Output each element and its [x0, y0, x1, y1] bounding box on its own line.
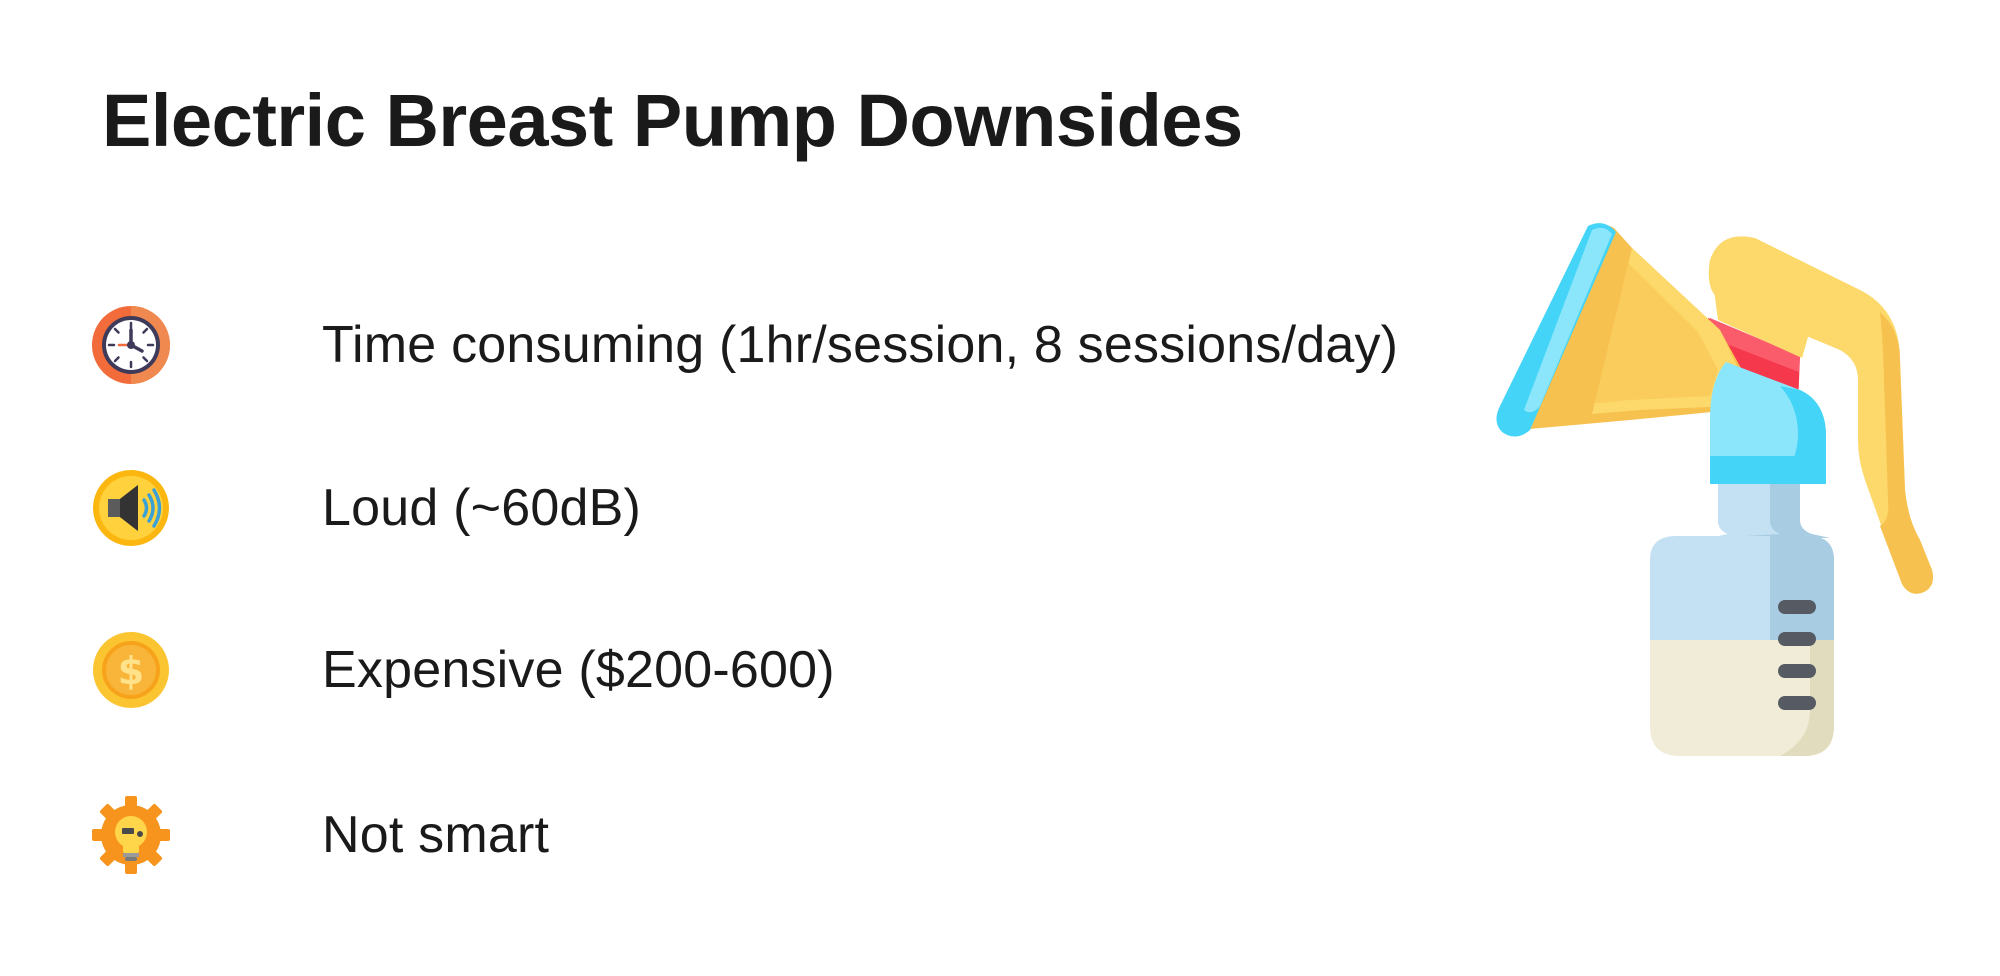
downside-label: Time consuming (1hr/session, 8 sessions/… [322, 316, 1399, 374]
svg-text:$: $ [118, 649, 144, 693]
downside-label: Loud (~60dB) [322, 479, 641, 537]
downside-label: Not smart [322, 806, 550, 864]
downside-item-loud: Loud (~60dB) [90, 463, 1390, 553]
speaker-icon [90, 467, 172, 549]
downside-label: Expensive ($200-600) [322, 641, 835, 699]
downside-item-time: Time consuming (1hr/session, 8 sessions/… [90, 300, 1398, 390]
dollar-coin-icon: $ [90, 629, 172, 711]
lightbulb-gear-icon [90, 794, 172, 876]
downside-item-expensive: $ Expensive ($200-600) [90, 625, 1390, 715]
stopwatch-icon [90, 304, 172, 386]
slide-title: Electric Breast Pump Downsides [102, 79, 1243, 162]
breast-pump-icon [1480, 220, 1940, 780]
downside-item-not-smart: Not smart [90, 790, 1390, 880]
